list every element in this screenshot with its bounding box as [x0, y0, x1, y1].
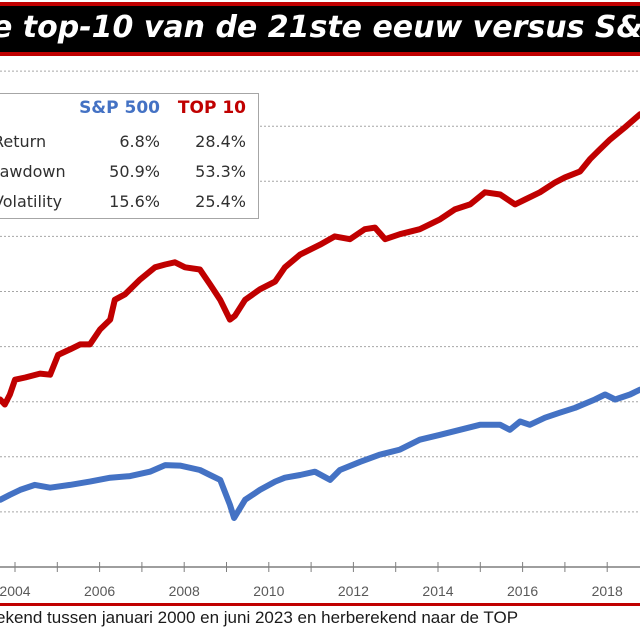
legend-row-volatility: Volatility 15.6% 25.4%: [0, 192, 260, 216]
x-tick-label: 2012: [338, 583, 369, 599]
legend-top10-value: 25.4%: [195, 192, 246, 211]
legend-top10-value: 28.4%: [195, 132, 246, 151]
legend-row-drawdown: rawdown 50.9% 53.3%: [0, 162, 260, 186]
legend-row-label: rawdown: [0, 162, 66, 181]
legend-sp500-value: 6.8%: [119, 132, 160, 151]
gridlines: [0, 70, 640, 513]
legend-header-row: S&P 500 TOP 10: [0, 98, 260, 122]
x-tick-label: 2004: [0, 583, 31, 599]
x-tick-label: 2018: [592, 583, 623, 599]
series-lines: [0, 111, 640, 521]
legend-header-top10: TOP 10: [177, 98, 246, 118]
x-tick-label: 2016: [507, 583, 538, 599]
legend-sp500-value: 50.9%: [109, 162, 160, 181]
legend-row-label: Return: [0, 132, 47, 151]
legend-top10-value: 53.3%: [195, 162, 246, 181]
footer-note: ekend tussen januari 2000 en juni 2023 e…: [0, 608, 519, 627]
title-bar: e top-10 van de 21ste eeuw versus S&P 50: [0, 2, 640, 56]
x-tick-label: 2010: [253, 583, 284, 599]
series-line-top-10: [0, 111, 640, 408]
chart-title: e top-10 van de 21ste eeuw versus S&P 50: [0, 10, 640, 45]
x-tick-label: 2014: [422, 583, 453, 599]
footer-divider: [0, 603, 640, 606]
x-tick-label: 2006: [84, 583, 115, 599]
x-axis: 2004 2006 2008 2010 2012 2014 2016 2018: [0, 562, 640, 599]
legend-row-label: Volatility: [0, 192, 63, 211]
legend-sp500-value: 15.6%: [109, 192, 160, 211]
legend-header-sp500: S&P 500: [79, 98, 160, 118]
x-tick-label: 2008: [169, 583, 200, 599]
series-line-s-p-500: [0, 386, 640, 521]
legend-row-return: Return 6.8% 28.4%: [0, 132, 260, 156]
legend-table: S&P 500 TOP 10 Return 6.8% 28.4% rawdown…: [0, 93, 259, 219]
